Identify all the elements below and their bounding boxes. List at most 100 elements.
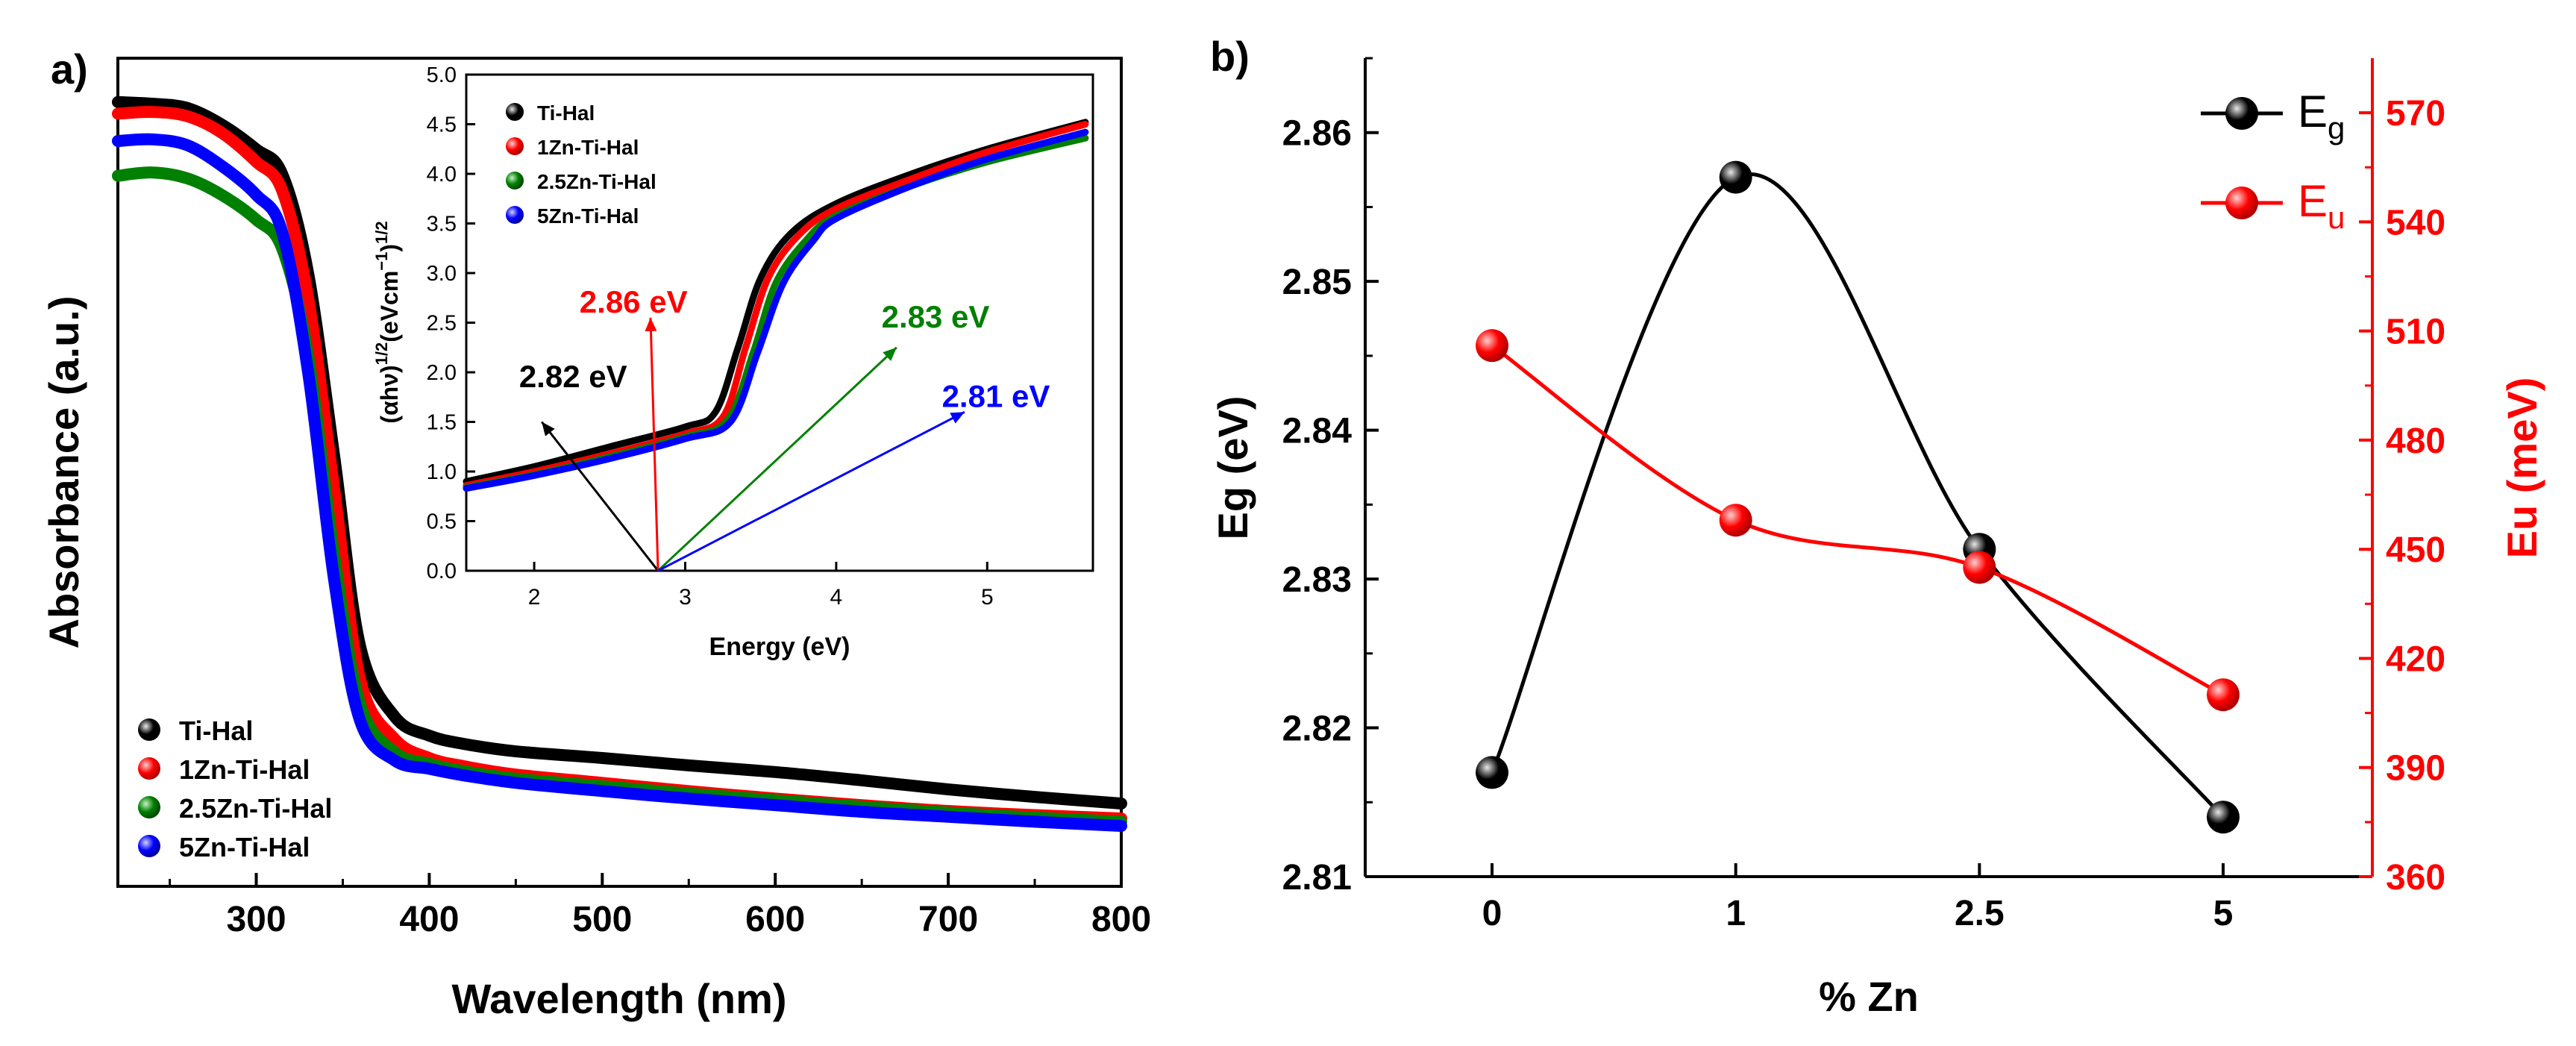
inset-arrow-label-2-83-ev: 2.83 eV (882, 299, 990, 334)
inset-arrowhead-2-83-ev (883, 347, 897, 361)
panel-a-label: a) (51, 46, 88, 93)
inset-legend-label-5zn: 5Zn-Ti-Hal (537, 204, 639, 228)
panel-b-legend: Eg Eu (2201, 87, 2345, 235)
inset-y-label-sup3: 1/2 (372, 221, 391, 244)
inset-y-tick-label-4.0: 4.0 (427, 163, 457, 187)
inset-y-label-sup2: −1 (372, 252, 391, 271)
panel-b-y-label-right: Eu (meV) (2498, 378, 2545, 559)
inset-arrow-label-2-81-ev: 2.81 eV (942, 379, 1050, 414)
right-y-tick-label-450: 450 (2386, 530, 2445, 570)
x-tick-label-600: 600 (745, 900, 805, 939)
inset-plot: 0.0 0.5 1.0 1.5 2.0 2.5 3.0 3.5 4.0 4.5 5.0 2 3 4 5 2.… (372, 63, 1094, 661)
panel-a-legend: Ti-Hal 1Zn-Ti-Hal 2.5Zn-Ti-Hal 5Zn-Ti-Ha… (138, 715, 332, 862)
inset-series-line-ti-hal (463, 119, 1089, 485)
inset-y-tick-label-1.5: 1.5 (427, 411, 457, 435)
x-tick-label-1: 1 (1726, 894, 1746, 933)
left-y-tick-label-2.82: 2.82 (1282, 710, 1352, 749)
inset-y-label-close: ) (376, 244, 403, 252)
inset-x-tick-label-3: 3 (679, 585, 692, 610)
legend-eu-sub: u (2328, 200, 2345, 235)
legend-label-1zn: 1Zn-Ti-Hal (179, 754, 310, 785)
panel-a-y-label: Absorbance (a.u.) (40, 296, 87, 649)
legend-marker-eu (2225, 187, 2258, 219)
panel-b: b) 2.81 2.82 2.83 2.84 2.85 2.86 360 390 420 450 4… (1209, 33, 2545, 1020)
legend-eg-base: E (2298, 87, 2328, 137)
inset-arrow-label-2-82-ev: 2.82 eV (519, 359, 627, 394)
right-y-tick-label-420: 420 (2386, 639, 2445, 679)
inset-y-tick-label-2.0: 2.0 (427, 361, 457, 385)
inset-y-tick-label-4.5: 4.5 (427, 113, 457, 137)
inset-axes: 0.0 0.5 1.0 1.5 2.0 2.5 3.0 3.5 4.0 4.5 5.0 2 3 4 5 (427, 63, 994, 610)
panel-a-x-axis: 300 400 500 600 700 800 (169, 873, 1151, 939)
point-eg-5 (2207, 801, 2240, 834)
point-eu-2-5 (1963, 551, 1996, 584)
left-y-tick-label-2.86: 2.86 (1282, 114, 1352, 154)
inset-legend-marker-5zn (506, 206, 524, 224)
series-line-eu (1491, 344, 2225, 697)
panel-b-ticks: 2.81 2.82 2.83 2.84 2.85 2.86 360 390 420 450 480 5… (1282, 57, 2445, 933)
panel-a-x-label: Wavelength (nm) (451, 975, 786, 1022)
x-tick-label-500: 500 (572, 900, 632, 939)
inset-legend-marker-2-5zn (506, 172, 524, 190)
inset-arrow-2-83-ev (657, 346, 897, 572)
legend-eu-base: E (2298, 176, 2328, 226)
inset-y-tick-label-3.0: 3.0 (427, 262, 457, 286)
inset-legend: Ti-Hal 1Zn-Ti-Hal 2.5Zn-Ti-Hal 5Zn-Ti-Ha… (506, 101, 656, 228)
panel-a-frame (116, 57, 1123, 888)
right-y-tick-label-540: 540 (2386, 203, 2445, 242)
x-tick-label-400: 400 (399, 900, 459, 939)
left-y-tick-label-2.81: 2.81 (1282, 858, 1352, 898)
inset-y-tick-label-5.0: 5.0 (427, 63, 457, 87)
legend-label-ti-hal: Ti-Hal (179, 715, 253, 746)
inset-arrow-label-2-86-ev: 2.86 eV (580, 284, 688, 319)
panel-b-plot-area (1476, 160, 2240, 834)
inset-arrow-2-82-ev (541, 421, 659, 571)
right-y-tick-label-510: 510 (2386, 313, 2445, 352)
point-eg-0 (1476, 756, 1508, 789)
legend-label-5zn: 5Zn-Ti-Hal (179, 832, 310, 862)
panel-b-label: b) (1210, 33, 1250, 80)
inset-series-line-5zn-ti-hal (463, 128, 1089, 492)
point-eu-1 (1719, 504, 1752, 537)
inset-legend-marker-ti-hal (506, 103, 524, 121)
x-tick-label-300: 300 (226, 900, 286, 939)
legend-marker-ti-hal (138, 718, 160, 741)
inset-legend-label-1zn: 1Zn-Ti-Hal (537, 136, 639, 159)
legend-marker-5zn (138, 835, 160, 857)
inset-legend-label-ti-hal: Ti-Hal (537, 101, 595, 125)
inset-x-label: Energy (eV) (709, 633, 850, 661)
inset-x-tick-label-5: 5 (981, 585, 994, 610)
x-tick-label-700: 700 (918, 900, 978, 939)
inset-arrowhead-2-86-ev (645, 317, 657, 332)
inset-y-label-sup1: 1/2 (372, 342, 391, 366)
inset-y-tick-label-0.0: 0.0 (427, 560, 457, 583)
inset-legend-label-2-5zn: 2.5Zn-Ti-Hal (537, 170, 656, 193)
legend-marker-eg (2225, 97, 2258, 130)
inset-x-tick-label-2: 2 (528, 585, 541, 610)
left-y-tick-label-2.85: 2.85 (1282, 263, 1352, 302)
series-line-5zn-ti-hal (112, 133, 1127, 832)
series-line-eg (1490, 172, 2225, 818)
inset-arrow-2-81-ev (657, 410, 965, 572)
inset-legend-marker-1zn (506, 137, 524, 155)
legend-marker-1zn (138, 757, 160, 780)
right-y-tick-label-360: 360 (2386, 858, 2445, 898)
inset-y-tick-label-2.5: 2.5 (427, 312, 457, 336)
left-y-tick-label-2.83: 2.83 (1282, 560, 1352, 600)
x-tick-label-0: 0 (1482, 894, 1502, 933)
right-y-tick-label-390: 390 (2386, 749, 2445, 789)
legend-label-eg: Eg (2298, 87, 2345, 145)
inset-y-tick-label-3.5: 3.5 (427, 213, 457, 237)
right-y-tick-label-570: 570 (2386, 94, 2445, 134)
inset-plot-area (463, 119, 1089, 492)
legend-label-2-5zn: 2.5Zn-Ti-Hal (179, 793, 332, 824)
panel-a: a) 300 400 500 600 700 800 Wavelength (nm) Ab… (40, 46, 1151, 1022)
x-tick-label-2-5: 2.5 (1955, 894, 2005, 933)
point-eu-5 (2207, 678, 2240, 712)
legend-marker-2-5zn (138, 796, 160, 818)
inset-y-label: (αhν)1/2(eVcm−1)1/2 (372, 221, 403, 423)
inset-y-tick-label-0.5: 0.5 (427, 510, 457, 534)
inset-x-tick-label-4: 4 (830, 585, 843, 610)
point-eg-1 (1719, 160, 1752, 194)
